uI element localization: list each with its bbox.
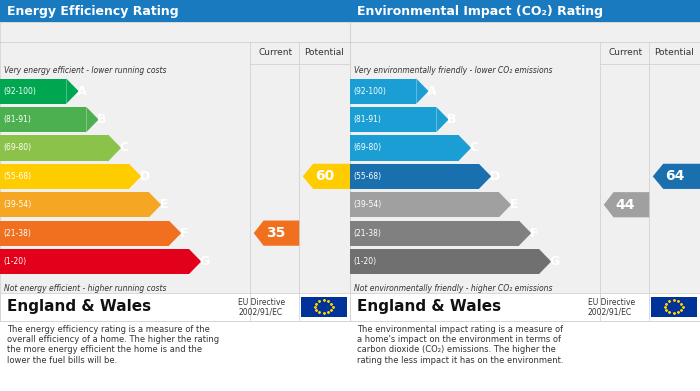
- Bar: [350, 164, 479, 189]
- Polygon shape: [459, 135, 471, 161]
- FancyBboxPatch shape: [350, 293, 700, 321]
- Text: (21-38): (21-38): [4, 229, 32, 238]
- Polygon shape: [416, 79, 428, 104]
- Text: Current: Current: [258, 48, 293, 57]
- Text: (81-91): (81-91): [354, 115, 382, 124]
- FancyBboxPatch shape: [0, 22, 350, 321]
- Bar: [350, 107, 436, 132]
- Text: 44: 44: [616, 198, 635, 212]
- Text: 60: 60: [315, 169, 334, 183]
- Text: 2002/91/EC: 2002/91/EC: [238, 307, 282, 316]
- Polygon shape: [169, 221, 181, 246]
- Text: Potential: Potential: [654, 48, 694, 57]
- Text: (69-80): (69-80): [4, 143, 32, 152]
- Text: Energy Efficiency Rating: Energy Efficiency Rating: [7, 5, 178, 18]
- Polygon shape: [499, 192, 511, 217]
- Polygon shape: [129, 164, 141, 189]
- FancyBboxPatch shape: [350, 22, 700, 321]
- FancyBboxPatch shape: [301, 296, 346, 317]
- Polygon shape: [109, 135, 121, 161]
- Text: Current: Current: [608, 48, 643, 57]
- Polygon shape: [436, 107, 449, 132]
- Text: B: B: [447, 113, 456, 126]
- Text: 35: 35: [266, 226, 285, 240]
- FancyBboxPatch shape: [651, 296, 696, 317]
- Polygon shape: [189, 249, 201, 274]
- Polygon shape: [253, 221, 300, 246]
- Text: (92-100): (92-100): [354, 87, 386, 96]
- Polygon shape: [539, 249, 551, 274]
- Text: C: C: [470, 142, 479, 154]
- Bar: [350, 79, 416, 104]
- Text: F: F: [179, 227, 188, 240]
- Text: The energy efficiency rating is a measure of the
overall efficiency of a home. T: The energy efficiency rating is a measur…: [7, 325, 219, 365]
- Text: B: B: [97, 113, 106, 126]
- Text: D: D: [489, 170, 500, 183]
- Polygon shape: [86, 107, 99, 132]
- Text: Potential: Potential: [304, 48, 344, 57]
- Text: (39-54): (39-54): [4, 200, 32, 209]
- Polygon shape: [519, 221, 531, 246]
- Text: C: C: [120, 142, 129, 154]
- Text: F: F: [529, 227, 538, 240]
- Text: (39-54): (39-54): [354, 200, 382, 209]
- Bar: [0, 249, 189, 274]
- Text: Not environmentally friendly - higher CO₂ emissions: Not environmentally friendly - higher CO…: [354, 284, 552, 293]
- Bar: [0, 221, 169, 246]
- Text: E: E: [160, 198, 168, 211]
- Text: (92-100): (92-100): [4, 87, 36, 96]
- Text: Environmental Impact (CO₂) Rating: Environmental Impact (CO₂) Rating: [357, 5, 603, 18]
- Text: A: A: [77, 84, 87, 98]
- Text: Very energy efficient - lower running costs: Very energy efficient - lower running co…: [4, 66, 166, 75]
- Bar: [350, 135, 459, 161]
- Text: The environmental impact rating is a measure of
a home's impact on the environme: The environmental impact rating is a mea…: [357, 325, 564, 365]
- Bar: [350, 192, 499, 217]
- Text: EU Directive: EU Directive: [588, 298, 635, 307]
- Text: Very environmentally friendly - lower CO₂ emissions: Very environmentally friendly - lower CO…: [354, 66, 552, 75]
- Text: (81-91): (81-91): [4, 115, 32, 124]
- Text: 64: 64: [665, 169, 684, 183]
- Polygon shape: [302, 164, 350, 189]
- Polygon shape: [66, 79, 78, 104]
- Text: (55-68): (55-68): [354, 172, 382, 181]
- Text: (1-20): (1-20): [354, 257, 377, 266]
- Text: (69-80): (69-80): [354, 143, 382, 152]
- Text: (21-38): (21-38): [354, 229, 382, 238]
- FancyBboxPatch shape: [0, 0, 350, 22]
- FancyBboxPatch shape: [0, 293, 350, 321]
- Text: 2002/91/EC: 2002/91/EC: [588, 307, 632, 316]
- Text: E: E: [510, 198, 518, 211]
- Text: England & Wales: England & Wales: [7, 300, 151, 314]
- Bar: [0, 79, 66, 104]
- Text: EU Directive: EU Directive: [238, 298, 285, 307]
- Bar: [350, 249, 539, 274]
- Text: Not energy efficient - higher running costs: Not energy efficient - higher running co…: [4, 284, 166, 293]
- Text: (1-20): (1-20): [4, 257, 27, 266]
- Polygon shape: [479, 164, 491, 189]
- Text: D: D: [139, 170, 150, 183]
- Text: England & Wales: England & Wales: [357, 300, 501, 314]
- Polygon shape: [603, 192, 650, 217]
- Bar: [0, 192, 149, 217]
- Bar: [350, 221, 519, 246]
- FancyBboxPatch shape: [350, 0, 700, 22]
- Polygon shape: [149, 192, 161, 217]
- Polygon shape: [652, 164, 700, 189]
- Bar: [0, 135, 109, 161]
- Text: (55-68): (55-68): [4, 172, 32, 181]
- Text: G: G: [550, 255, 560, 268]
- Text: G: G: [199, 255, 210, 268]
- Bar: [0, 107, 86, 132]
- Text: A: A: [427, 84, 437, 98]
- Bar: [0, 164, 129, 189]
